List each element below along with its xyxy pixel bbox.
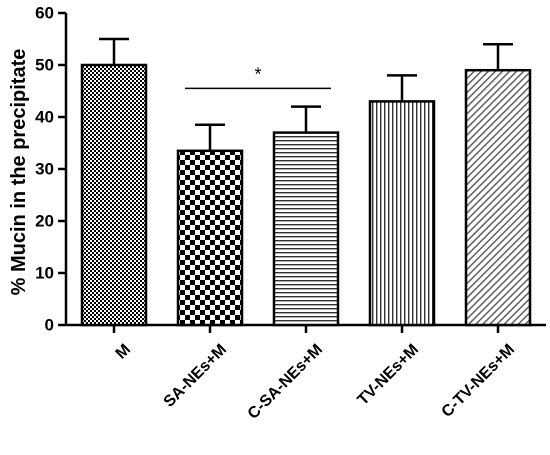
y-tick-label: 50: [35, 56, 54, 75]
x-tick-label: M: [113, 341, 134, 362]
y-axis: 0 10 20 30 40 50 60: [35, 4, 68, 335]
y-tick-label: 30: [35, 160, 54, 179]
y-axis-title: % Mucin in the precipitate: [8, 49, 30, 296]
y-axis-label: % Mucin in the precipitate: [8, 49, 30, 296]
x-tick-label: TV-NEs+M: [355, 341, 423, 409]
significance-annotations: *: [185, 64, 331, 90]
y-tick-label: 60: [35, 4, 54, 23]
x-tick-label: C-SA-NEs+M: [245, 341, 326, 422]
bar: [176, 149, 244, 327]
bar: [368, 100, 436, 327]
significance-marker: *: [254, 64, 261, 84]
y-tick-label: 0: [45, 316, 54, 335]
error-bars: [99, 37, 513, 151]
x-axis: M SA-NEs+M C-SA-NEs+M TV-NEs+M C-TV-NEs+M: [66, 323, 546, 423]
bar: [464, 68, 532, 327]
y-tick-label: 10: [35, 264, 54, 283]
y-tick-label: 20: [35, 212, 54, 231]
bar: [272, 131, 340, 327]
bar: [80, 63, 148, 327]
x-tick-label: C-TV-NEs+M: [439, 341, 519, 421]
x-tick-label: SA-NEs+M: [161, 341, 231, 411]
y-tick-label: 40: [35, 108, 54, 127]
bar-series: [80, 63, 532, 327]
